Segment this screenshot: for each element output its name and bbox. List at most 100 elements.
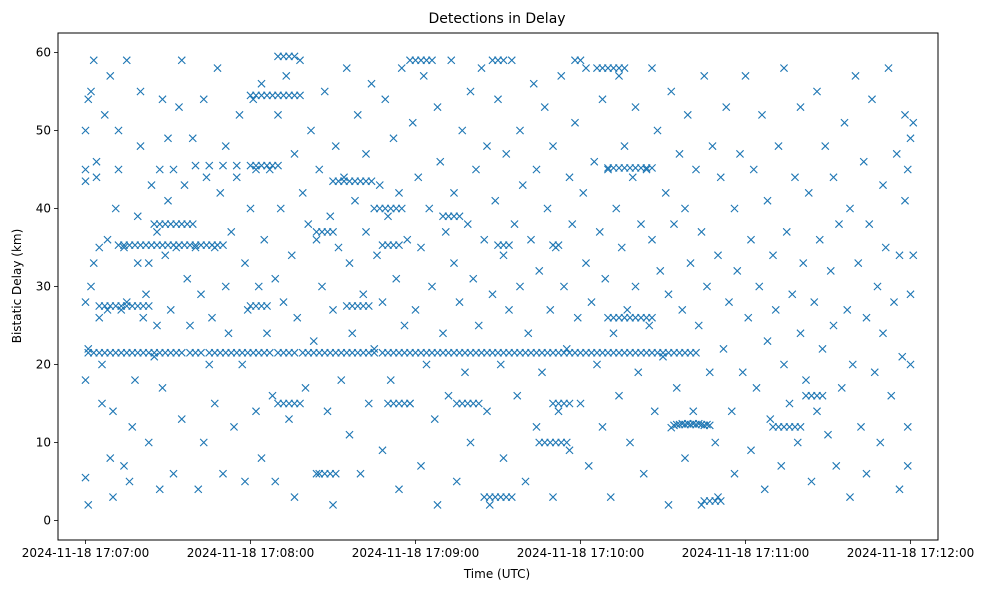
data-point-marker (408, 118, 417, 127)
data-point-marker (353, 110, 362, 119)
data-point-marker (312, 469, 321, 478)
data-point-marker (560, 282, 568, 291)
data-point-marker (221, 282, 230, 291)
data-point-marker (202, 173, 211, 182)
data-point-marker (873, 282, 882, 291)
data-point-marker (367, 79, 376, 88)
data-point-marker (681, 204, 689, 213)
data-point-marker (100, 110, 109, 119)
data-point-marker (307, 126, 315, 135)
data-point-marker (730, 469, 739, 478)
data-point-marker (813, 407, 821, 416)
data-point-marker (125, 477, 134, 486)
data-point-marker (142, 290, 150, 299)
data-point-marker (114, 126, 123, 135)
data-point-marker (788, 290, 797, 299)
data-point-marker (903, 461, 912, 470)
data-point-marker (909, 251, 918, 260)
data-point-marker (601, 274, 610, 283)
data-point-marker (221, 142, 230, 151)
data-point-marker (169, 469, 178, 478)
data-point-marker (466, 87, 475, 96)
data-point-marker (331, 469, 340, 478)
data-point-marker (593, 360, 601, 369)
data-point-marker (780, 64, 788, 73)
data-point-marker (235, 110, 244, 119)
data-point-marker (615, 391, 623, 400)
data-point-marker (345, 430, 354, 439)
data-point-marker (499, 251, 508, 260)
data-point-marker (461, 368, 469, 377)
data-point-marker (716, 497, 725, 505)
data-point-marker (120, 461, 128, 470)
y-tick-label: 50 (36, 124, 51, 138)
data-point-marker (857, 422, 865, 431)
data-point-marker (117, 305, 126, 314)
data-point-marker (128, 422, 137, 431)
data-point-marker (246, 204, 255, 213)
data-point-marker (144, 259, 153, 268)
data-point-marker (813, 87, 821, 96)
data-point-marker (323, 407, 332, 416)
data-point-marker (254, 282, 263, 291)
data-point-marker (771, 305, 780, 314)
data-point-marker (496, 360, 505, 369)
data-point-marker (180, 181, 189, 190)
data-point-marker (483, 407, 491, 416)
data-point-marker (95, 243, 104, 252)
data-point-marker (507, 56, 516, 65)
data-point-marker (362, 149, 370, 158)
data-point-marker (749, 165, 758, 174)
data-point-marker (777, 461, 786, 470)
data-point-marker (276, 204, 285, 213)
data-point-marker (802, 376, 810, 385)
data-point-marker (821, 142, 830, 151)
data-point-marker (598, 95, 607, 104)
data-point-marker (870, 368, 879, 377)
data-point-marker (150, 352, 159, 361)
data-point-marker (122, 56, 131, 65)
data-point-marker (639, 469, 648, 478)
data-point-marker (521, 477, 530, 486)
data-point-marker (395, 188, 403, 197)
data-point-marker (298, 188, 307, 197)
data-point-marker (483, 142, 491, 151)
data-point-marker (491, 196, 500, 205)
data-point-marker (293, 313, 302, 322)
data-point-marker (428, 56, 436, 65)
data-point-marker (216, 188, 225, 197)
data-point-marker (89, 259, 98, 268)
data-point-marker (733, 266, 742, 275)
data-point-marker (859, 157, 868, 166)
data-point-marker (763, 337, 772, 346)
data-point-marker (194, 485, 203, 494)
data-point-marker (598, 422, 607, 431)
data-point-marker (824, 430, 832, 439)
data-point-marker (411, 305, 420, 314)
data-point-marker (375, 181, 384, 190)
data-point-marker (197, 348, 205, 357)
data-point-marker (161, 251, 170, 260)
data-point-marker (397, 64, 406, 73)
data-point-marker (439, 329, 447, 338)
data-point-marker (312, 235, 321, 244)
data-point-marker (573, 313, 582, 322)
data-point-marker (513, 391, 522, 400)
data-point-marker (345, 259, 354, 268)
data-point-marker (378, 446, 387, 455)
data-point-marker (329, 227, 337, 236)
data-point-marker (810, 298, 819, 307)
data-point-marker (818, 344, 827, 353)
data-point-marker (417, 461, 425, 470)
data-point-marker (318, 282, 326, 291)
data-point-marker (549, 493, 557, 502)
data-point-marker (667, 423, 676, 432)
data-point-marker (906, 134, 915, 143)
data-point-marker (587, 298, 596, 307)
data-point-marker (392, 274, 401, 283)
data-point-marker (326, 212, 335, 221)
data-point-marker (488, 290, 497, 299)
data-point-marker (474, 321, 483, 330)
data-point-marker (747, 446, 755, 455)
data-point-marker (274, 161, 282, 170)
